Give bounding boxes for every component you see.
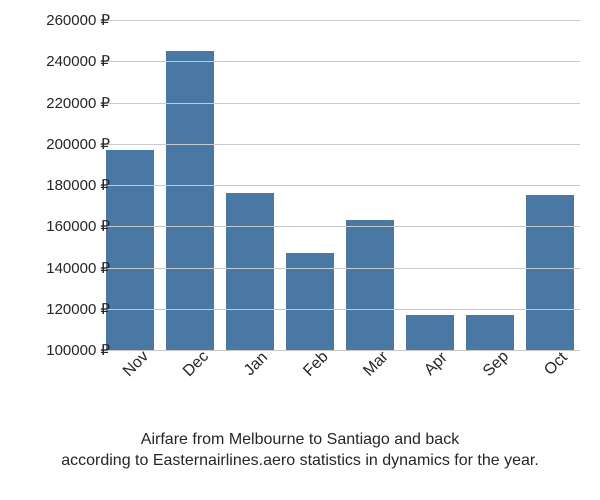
plot-area	[100, 20, 580, 350]
grid-line	[100, 103, 580, 104]
bar	[106, 150, 154, 350]
bar	[526, 195, 574, 350]
x-tick-label: Mar	[360, 348, 392, 380]
chart-caption: Airfare from Melbourne to Santiago and b…	[0, 430, 600, 472]
y-tick-label: 200000 ₽	[46, 135, 110, 153]
grid-line	[100, 61, 580, 62]
y-tick-label: 100000 ₽	[46, 341, 110, 359]
bar	[226, 193, 274, 350]
y-tick-label: 160000 ₽	[46, 217, 110, 235]
caption-line-2: according to Easternairlines.aero statis…	[61, 452, 539, 469]
caption-line-1: Airfare from Melbourne to Santiago and b…	[141, 431, 459, 448]
x-label-slot: Apr	[400, 358, 460, 418]
x-label-slot: Mar	[340, 358, 400, 418]
x-label-slot: Nov	[100, 358, 160, 418]
x-tick-label: Nov	[120, 348, 153, 381]
bar	[406, 315, 454, 350]
grid-line	[100, 268, 580, 269]
x-label-slot: Dec	[160, 358, 220, 418]
bar	[346, 220, 394, 350]
x-tick-label: Feb	[300, 348, 332, 380]
x-tick-label: Jan	[241, 349, 272, 380]
x-label-slot: Jan	[220, 358, 280, 418]
grid-line	[100, 20, 580, 21]
y-tick-label: 240000 ₽	[46, 52, 110, 70]
y-tick-label: 260000 ₽	[46, 11, 110, 29]
y-tick-label: 140000 ₽	[46, 259, 110, 277]
y-tick-label: 220000 ₽	[46, 94, 110, 112]
grid-line	[100, 309, 580, 310]
x-tick-label: Oct	[541, 349, 571, 379]
grid-line	[100, 144, 580, 145]
y-tick-label: 120000 ₽	[46, 300, 110, 318]
x-tick-label: Dec	[180, 348, 213, 381]
x-label-slot: Oct	[520, 358, 580, 418]
grid-line	[100, 350, 580, 351]
bar	[466, 315, 514, 350]
y-tick-label: 180000 ₽	[46, 176, 110, 194]
x-tick-label: Sep	[480, 348, 513, 381]
grid-line	[100, 185, 580, 186]
x-label-slot: Sep	[460, 358, 520, 418]
x-tick-label: Apr	[421, 349, 451, 379]
x-axis-labels: NovDecJanFebMarAprSepOct	[100, 358, 580, 418]
grid-line	[100, 226, 580, 227]
bar	[166, 51, 214, 350]
airfare-bar-chart: NovDecJanFebMarAprSepOct Airfare from Me…	[0, 0, 600, 500]
x-label-slot: Feb	[280, 358, 340, 418]
